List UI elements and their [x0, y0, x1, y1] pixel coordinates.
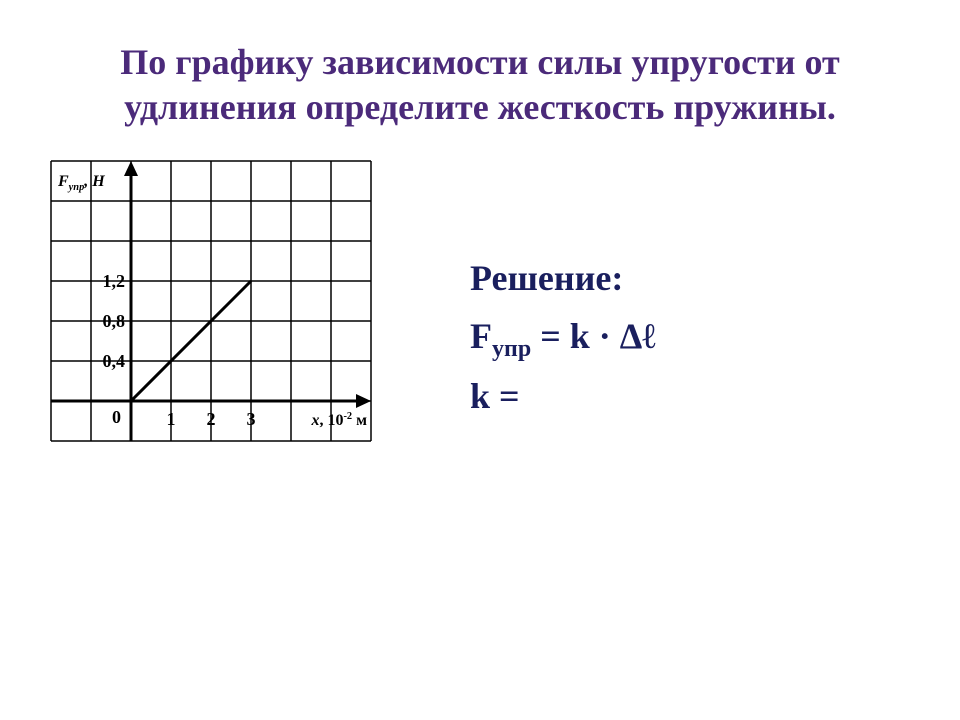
solution-block: Решение: Fупр = k · Δℓ k = — [470, 250, 656, 426]
formula-f: F — [470, 316, 492, 356]
force-extension-graph: 0,40,81,21230Fупр, Нx, 10-2 м — [50, 160, 372, 442]
slide-title: По графику зависимости силы упругости от… — [50, 40, 910, 130]
svg-text:1,2: 1,2 — [103, 271, 126, 291]
svg-text:3: 3 — [247, 409, 256, 429]
svg-text:0,4: 0,4 — [103, 351, 126, 371]
svg-text:0: 0 — [112, 407, 121, 427]
formula-rest: = k · Δℓ — [531, 316, 656, 356]
graph-container: 0,40,81,21230Fупр, Нx, 10-2 м — [50, 160, 410, 470]
svg-text:0,8: 0,8 — [103, 311, 126, 331]
formula-f-sub: упр — [492, 336, 531, 362]
svg-text:1: 1 — [167, 409, 176, 429]
formula-k: k = — [470, 368, 656, 426]
formula-hookes-law: Fупр = k · Δℓ — [470, 308, 656, 369]
svg-text:2: 2 — [207, 409, 216, 429]
solution-heading: Решение: — [470, 250, 656, 308]
svg-text:x, 10-2 м: x, 10-2 м — [310, 411, 367, 429]
